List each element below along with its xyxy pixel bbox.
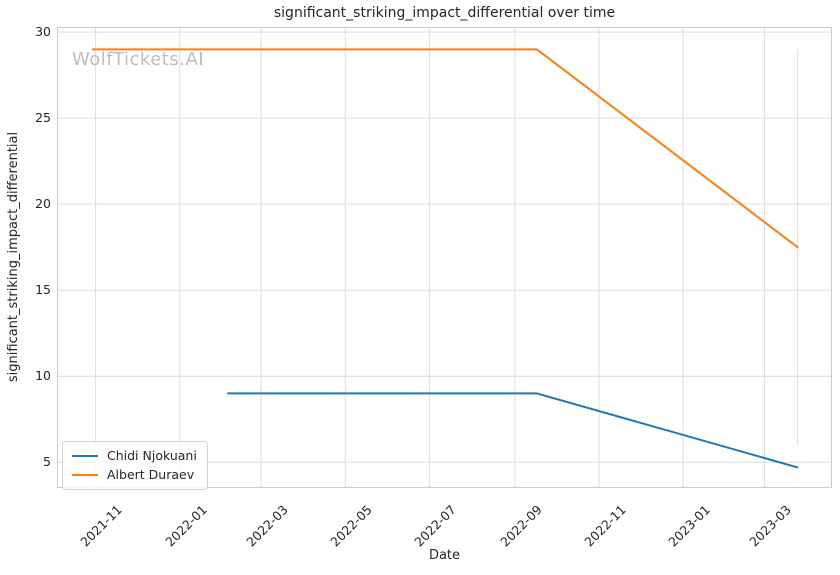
- y-tick-label: 10: [35, 368, 51, 384]
- chart-title: significant_striking_impact_differential…: [273, 5, 616, 21]
- y-tick-label: 25: [35, 110, 51, 126]
- series-line-albert-duraev: [91, 48, 799, 249]
- y-tick-label: 15: [35, 282, 51, 298]
- x-axis-label: Date: [428, 548, 461, 563]
- plot-border: [57, 27, 832, 488]
- legend-label: Chidi Njokuani: [107, 448, 197, 463]
- legend-item: Albert Duraev: [72, 467, 197, 483]
- legend-label: Albert Duraev: [107, 467, 195, 482]
- y-tick-label: 30: [35, 24, 51, 40]
- series-line-chidi-njokuani: [227, 392, 799, 469]
- watermark: WolfTickets.AI: [72, 49, 205, 70]
- y-axis-label: significant_striking_impact_differential: [6, 131, 21, 383]
- legend-line-swatch: [72, 455, 98, 457]
- y-tick-label: 5: [43, 454, 51, 470]
- legend-line-swatch: [72, 474, 98, 476]
- legend: Chidi Njokuani Albert Duraev: [62, 441, 208, 490]
- y-tick-label: 20: [35, 196, 51, 212]
- legend-item: Chidi Njokuani: [72, 448, 197, 464]
